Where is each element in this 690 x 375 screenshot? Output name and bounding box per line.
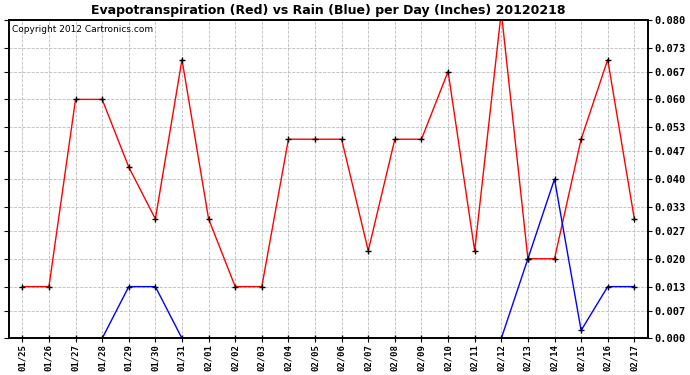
Title: Evapotranspiration (Red) vs Rain (Blue) per Day (Inches) 20120218: Evapotranspiration (Red) vs Rain (Blue) … [91, 4, 566, 17]
Text: Copyright 2012 Cartronics.com: Copyright 2012 Cartronics.com [12, 24, 153, 33]
